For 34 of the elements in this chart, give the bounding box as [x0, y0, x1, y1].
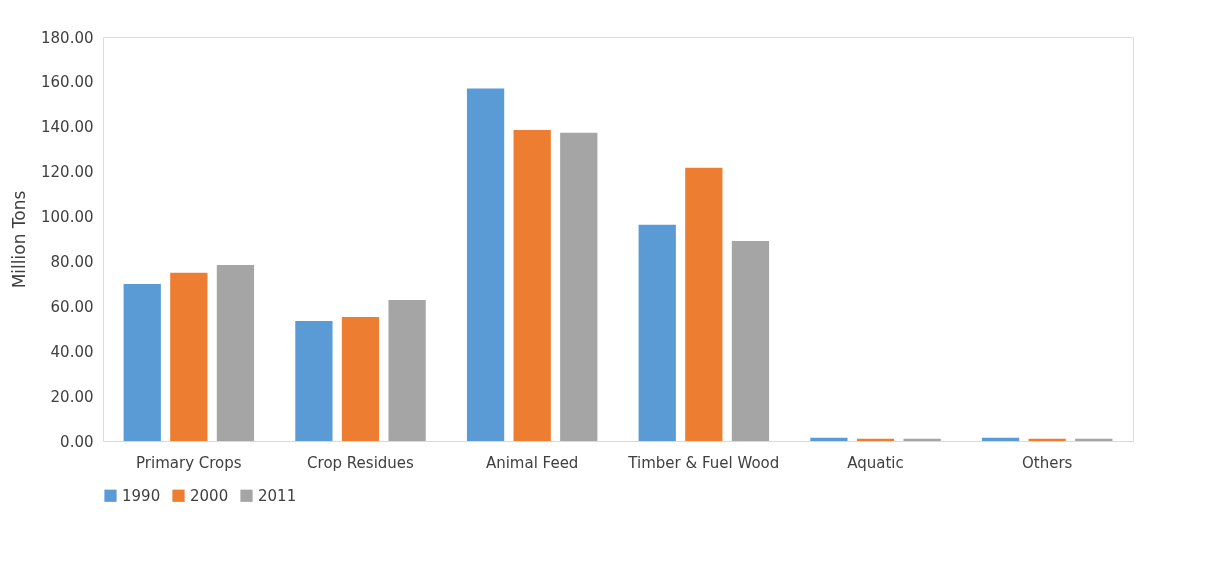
- legend-label: 2011: [258, 486, 297, 505]
- y-tick-label: 60.00: [50, 297, 94, 316]
- y-tick-label: 80.00: [50, 252, 94, 271]
- bar: [388, 300, 426, 441]
- bar: [731, 241, 770, 441]
- bar: [638, 224, 676, 441]
- legend-label: 2000: [190, 486, 229, 505]
- bar: [170, 272, 208, 441]
- y-tick-label: 180.00: [41, 28, 94, 47]
- bar: [513, 129, 551, 441]
- y-tick-label: 0.00: [60, 432, 94, 451]
- x-tick-label: Primary Crops: [136, 453, 242, 472]
- bar: [295, 320, 333, 441]
- bar: [216, 265, 255, 441]
- x-tick-label: Animal Feed: [485, 453, 579, 472]
- x-tick-label: Timber & Fuel Wood: [627, 453, 780, 472]
- x-tick-label: Others: [1021, 453, 1073, 472]
- y-tick-label: 160.00: [41, 73, 94, 92]
- y-tick-label: 20.00: [50, 387, 94, 406]
- bar: [685, 167, 723, 441]
- bar: [466, 88, 505, 441]
- y-tick-label: 140.00: [41, 118, 94, 137]
- x-tick-label: Crop Residues: [307, 453, 415, 472]
- bar: [341, 316, 380, 441]
- y-tick-label: 100.00: [41, 208, 94, 227]
- y-tick-label: 120.00: [41, 163, 94, 182]
- x-tick-label: Aquatic: [847, 453, 904, 472]
- legend-label: 1990: [122, 486, 161, 505]
- bar: [810, 437, 848, 441]
- y-axis-title: Million Tons: [9, 190, 30, 289]
- y-tick-label: 40.00: [50, 342, 94, 361]
- bar: [123, 283, 161, 441]
- bar: [903, 438, 941, 441]
- bar: [560, 132, 598, 441]
